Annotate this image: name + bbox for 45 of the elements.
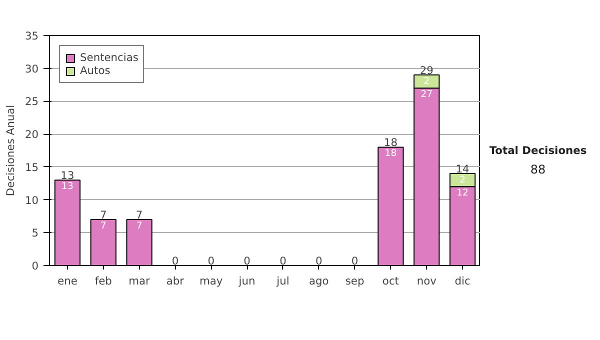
data-label: 2: [424, 76, 430, 87]
x-tick-label: may: [200, 274, 223, 288]
total-label: 0: [280, 254, 287, 268]
total-label: 0: [172, 254, 179, 268]
y-tick-label: 30: [24, 62, 39, 76]
data-label: 7: [100, 220, 106, 232]
total-label: 0: [244, 254, 251, 268]
y-tick-label: 25: [24, 95, 39, 108]
y-tick-label: 15: [24, 160, 39, 174]
text: 88: [530, 162, 546, 176]
total-label: 18: [384, 136, 398, 150]
x-tick-label: jul: [276, 274, 290, 288]
total-label: 0: [351, 254, 358, 268]
data-label: 18: [384, 148, 397, 160]
x-tick-label: ago: [308, 274, 329, 288]
total-label: 13: [60, 169, 74, 182]
x-tick-label: nov: [416, 274, 436, 288]
x-tick-label: feb: [94, 274, 112, 288]
y-tick-label: 10: [24, 194, 39, 207]
x-tick-label: jun: [238, 274, 256, 288]
x-tick-label: abr: [166, 274, 185, 288]
x-tick-label: mar: [128, 274, 151, 288]
data-label: 13: [62, 181, 74, 192]
x-tick-label: oct: [382, 274, 399, 288]
data-label: 12: [456, 188, 468, 199]
total-label: 0: [208, 254, 215, 268]
x-tick-label: ene: [58, 274, 78, 288]
y-axis-title: Decisiones Anual: [4, 104, 17, 196]
total-label: 29: [420, 64, 434, 77]
y-tick-label: 5: [32, 226, 38, 240]
total-label: 0: [315, 254, 322, 268]
x-tick-label: sep: [345, 274, 364, 288]
total-label: 7: [100, 208, 107, 222]
data-label: 7: [136, 220, 142, 232]
x-tick-label: dic: [454, 274, 470, 288]
legend-label: Sentencias: [80, 51, 138, 64]
y-tick-label: 35: [24, 30, 39, 42]
data-label: 2: [460, 174, 466, 186]
data-label: 27: [420, 89, 433, 100]
y-tick-label: 20: [24, 128, 39, 142]
y-tick-label: 0: [32, 260, 39, 272]
total-label: 14: [456, 162, 470, 176]
legend-label: Autos: [80, 64, 110, 77]
text: Total Decisiones: [489, 144, 587, 157]
total-label: 7: [136, 208, 143, 222]
